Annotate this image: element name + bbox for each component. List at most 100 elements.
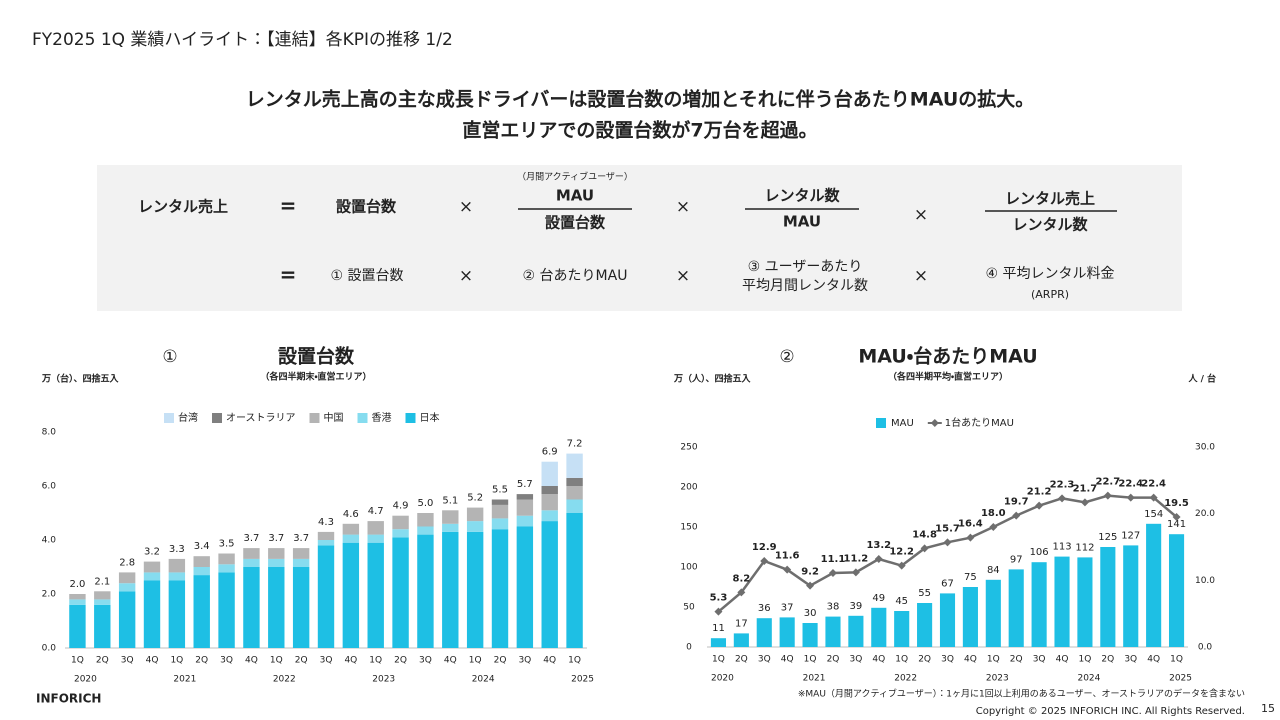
bar-segment	[317, 540, 335, 546]
legend-label: 中国	[324, 411, 344, 424]
footnote: ※MAU（月間アクティブユーザー）：1ヶ月に1回以上利用のあるユーザー、オースト…	[798, 688, 1245, 700]
x-tick-label: 4Q	[245, 656, 258, 666]
value-label: 11	[712, 623, 725, 634]
total-label: 3.3	[169, 544, 185, 555]
formula-factor: ④ 平均レンタル料金	[985, 266, 1114, 282]
value-label: 113	[1052, 542, 1071, 553]
bar-segment	[516, 515, 534, 527]
total-label: 4.6	[343, 509, 359, 520]
bar-segment	[541, 494, 558, 511]
total-label: 5.5	[492, 485, 508, 496]
bar-segment	[342, 542, 360, 648]
year-label: 2021	[803, 674, 826, 684]
total-label: 6.9	[542, 447, 558, 458]
total-label: 4.3	[318, 517, 334, 528]
total-label: 2.1	[94, 576, 110, 587]
formula-den: レンタル数	[1012, 216, 1088, 234]
bar-segment	[566, 486, 583, 500]
legend-swatch	[164, 413, 174, 423]
formula-eq: =	[280, 263, 297, 287]
bar-segment	[367, 521, 384, 535]
chart-title: 設置台数	[278, 345, 355, 368]
y-axis-label: 万（台）、四捨五入	[41, 373, 120, 385]
total-label: 2.0	[69, 579, 85, 590]
bar-segment	[118, 583, 136, 592]
x-tick-label: 1Q	[71, 656, 84, 666]
value-label: 37	[781, 602, 794, 613]
chart-title: MAU・台あたりMAU	[858, 345, 1037, 368]
value-label: 11.1	[821, 554, 846, 565]
legend-label: 日本	[420, 411, 440, 424]
y-axis-label: 万（人）、四捨五入	[673, 373, 752, 385]
total-label: 3.7	[268, 533, 284, 544]
bar-segment	[491, 518, 509, 530]
value-label: 22.3	[1050, 479, 1075, 490]
bar-segment	[168, 580, 186, 648]
legend-label: 1台あたりMAU	[945, 416, 1014, 429]
value-label: 55	[918, 588, 931, 599]
formula-times: ×	[676, 266, 690, 286]
formula-times: ×	[459, 266, 473, 286]
bar-segment	[566, 453, 583, 478]
bar	[962, 587, 978, 647]
bar-segment	[218, 553, 235, 565]
bar-segment	[193, 556, 210, 567]
formula-factor: ② 台あたりMAU	[523, 268, 628, 284]
x-tick-label: 3Q	[849, 655, 862, 665]
x-tick-label: 3Q	[518, 656, 531, 666]
year-label: 2023	[372, 675, 395, 685]
year-label: 2024	[472, 675, 495, 685]
formula-num: MAU	[556, 187, 594, 205]
bar-segment	[94, 599, 111, 605]
bar-segment	[143, 572, 161, 581]
bar-segment	[118, 591, 136, 648]
formula-term: 設置台数	[336, 198, 397, 216]
bar-segment	[292, 567, 310, 648]
bar-segment	[541, 521, 558, 648]
y-tick-label: 4.0	[42, 536, 57, 546]
value-label: 112	[1075, 542, 1094, 553]
bar-segment	[342, 534, 360, 543]
formula-factor: ① 設置台数	[330, 268, 403, 284]
legend-label: 台湾	[178, 411, 198, 424]
x-tick-label: 2Q	[494, 656, 507, 666]
total-label: 4.9	[393, 501, 409, 512]
line-marker	[1103, 491, 1112, 500]
year-label: 2020	[74, 675, 97, 685]
x-tick-label: 2Q	[1101, 655, 1114, 665]
formula-note: （月間アクティブユーザー）	[517, 171, 633, 183]
bar-segment	[168, 572, 186, 581]
formula-times: ×	[914, 266, 928, 286]
value-label: 18.0	[981, 508, 1006, 519]
line-marker	[897, 561, 906, 570]
bar-segment	[417, 534, 434, 648]
y2-tick-label: 20.0	[1195, 509, 1215, 519]
line-marker	[874, 555, 883, 563]
bar-segment	[541, 510, 558, 522]
formula-den: MAU	[783, 213, 821, 231]
bar-segment	[243, 548, 260, 559]
bar-segment	[566, 513, 583, 648]
value-label: 141	[1167, 519, 1186, 530]
line-marker	[714, 607, 723, 616]
brand: INFORICH	[36, 692, 101, 706]
value-label: 22.7	[1095, 477, 1120, 488]
line-marker	[1080, 498, 1089, 507]
total-label: 3.2	[144, 547, 160, 558]
value-label: 13.2	[866, 540, 891, 551]
x-tick-label: 4Q	[146, 656, 159, 666]
bar-segment	[69, 599, 86, 605]
x-tick-label: 4Q	[781, 655, 794, 665]
bar-segment	[243, 558, 260, 567]
x-tick-label: 4Q	[543, 656, 556, 666]
y-tick-label: 250	[680, 443, 697, 453]
formula-eq: =	[280, 194, 297, 218]
legend-label: オーストラリア	[226, 412, 296, 424]
bar-segment	[218, 572, 235, 648]
x-tick-label: 4Q	[1056, 655, 1069, 665]
x-tick-label: 3Q	[320, 656, 333, 666]
total-label: 5.7	[517, 479, 533, 490]
formula-times: ×	[676, 197, 690, 217]
y-tick-label: 50	[683, 603, 695, 613]
bar-segment	[118, 572, 136, 584]
